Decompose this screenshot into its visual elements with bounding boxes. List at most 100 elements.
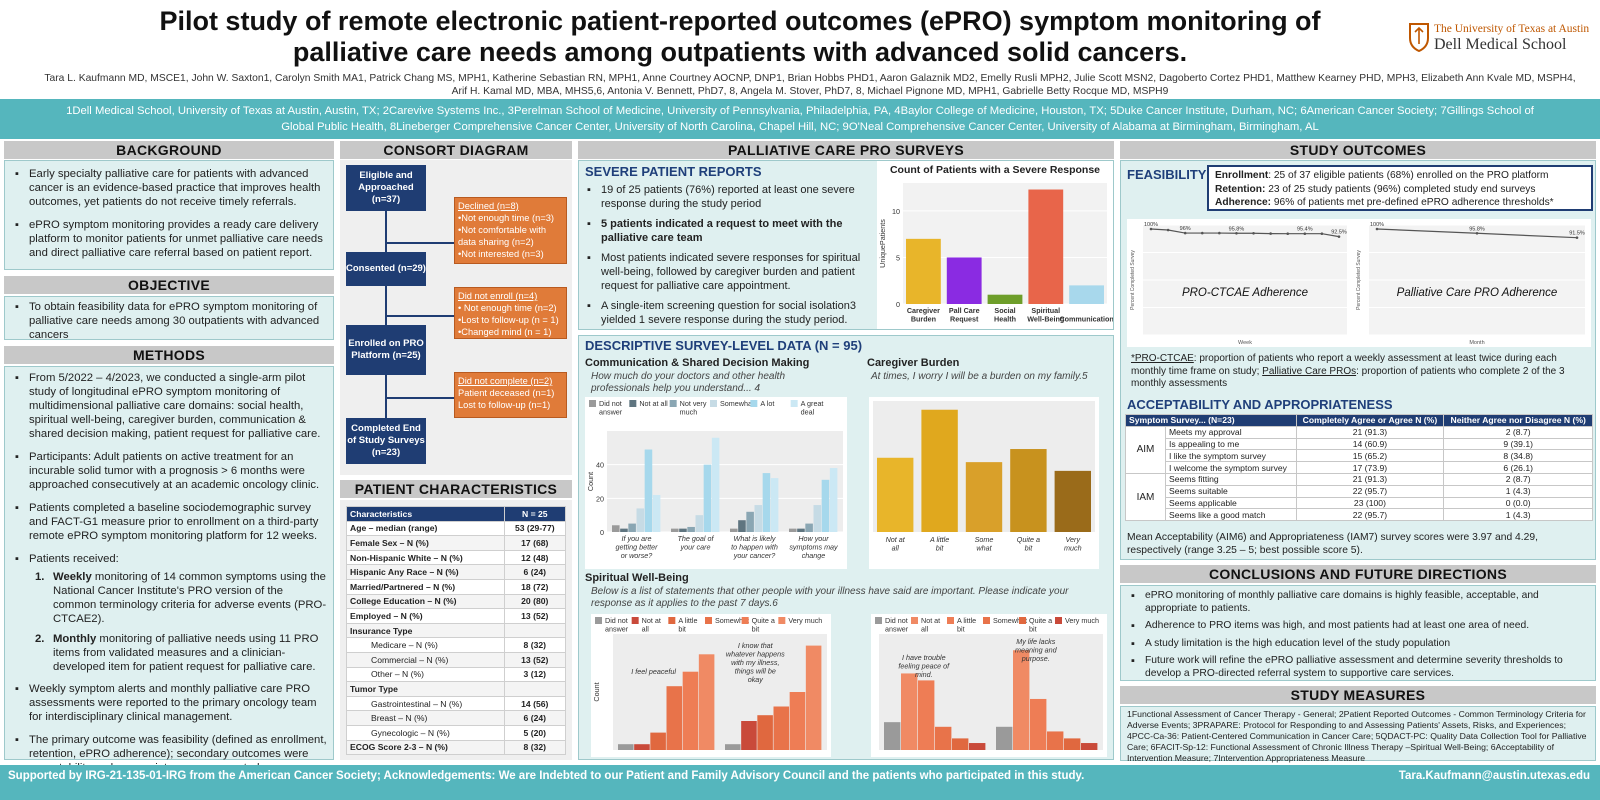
bar [773,706,790,750]
table-cell: 0 (0.0) [1443,496,1593,510]
table-cell: 8 (32) [503,637,567,653]
feasibility-title: FEASIBILITY [1127,167,1207,182]
patient-characteristics-header: PATIENT CHARACTERISTICS [340,480,572,498]
legend-swatch [911,617,918,624]
author-list: Tara L. Kaufmann MD, MSCE1, John W. Saxt… [44,73,1576,97]
table-cell: College Education – N (%) [346,593,505,610]
background-item: ePRO symptom monitoring provides a ready… [11,218,327,260]
conclusion-item: Future work will refine the ePRO palliat… [1127,655,1589,680]
bar [789,692,806,750]
table-row: Seems suitable 22 (95.7) 1 (4.3) [1126,484,1593,498]
bar [620,528,628,532]
bar [805,523,813,532]
y-tick-label: 0 [600,528,604,537]
bar [877,457,914,532]
methods-header: METHODS [4,346,334,364]
table-cell: Female Sex – N (%) [346,535,505,551]
table-cell: Age – median (range) [346,520,505,537]
severe-reports-title: SEVERE PATIENT REPORTS [585,164,762,179]
table-cell: Insurance Type [346,622,505,639]
table-cell: 8 (34.8) [1443,449,1593,463]
study-outcomes-header: STUDY OUTCOMES [1120,141,1596,159]
table-cell: Medicare – N (%) [346,637,505,653]
legend-swatch [705,617,712,624]
table-cell: Tumor Type [346,681,505,697]
table-row: Age – median (range) 53 (29-77) [346,520,567,537]
table-cell: 15 (65.2) [1295,449,1445,463]
feasibility-enrollment: Enrollment: 25 of 37 eligible patients (… [1215,170,1549,181]
bar [965,462,1003,532]
table-cell [503,681,567,697]
severe-reports-list: 19 of 25 patients (76%) reported at leas… [583,183,875,333]
legend-swatch [947,617,954,624]
y-tick-label: 5 [896,253,900,262]
bar [644,449,653,532]
data-point [1475,231,1479,235]
table-cell: I like the symptom survey [1165,449,1297,463]
y-tick-label: 40 [596,461,604,470]
comm-question: How much do your doctors and other healt… [591,371,785,394]
table-cell: 18 (72) [503,578,567,595]
table-cell: 1 (4.3) [1443,484,1593,498]
consort-diagram: Eligible and Approached (n=37) Consented… [340,160,572,475]
table-row: Breast – N (%) 6 (24) [346,710,567,726]
data-point [1166,228,1170,232]
bar [666,686,683,750]
feasibility-retention: Retention: 23 of 25 study patients (96%)… [1215,183,1536,195]
spiritual-title: Spiritual Well-Being [585,572,689,584]
comm-title: Communication & Shared Decision Making [585,357,810,369]
acceptability-title: ACCEPTABILITY AND APPROPRIATENESS [1127,397,1393,412]
bar [1013,650,1030,750]
bar [741,721,757,750]
data-point [1235,231,1238,235]
x-axis-label: Week [1238,340,1252,346]
methods-numbered-list: 1. Weekly monitoring of 14 common sympto… [11,570,327,674]
legend-label: A little bit [957,616,976,634]
legend-label: A little bit [678,616,697,634]
bar [906,238,941,304]
table-cell: 21 (91.3) [1295,425,1445,439]
methods-item: Weekly symptom alerts and monthly pallia… [11,682,327,724]
table-group-cell: IAM [1125,472,1166,522]
table-cell: Meets my approval [1165,425,1297,439]
objective-header: OBJECTIVE [4,276,334,294]
category-label: I know that whatever happens with my illne… [726,641,785,684]
conclusion-item: ePRO monitoring of monthly palliative ca… [1127,590,1589,615]
descriptive-data-section: DESCRIPTIVE SURVEY-LEVEL DATA (N = 95) C… [578,335,1114,760]
adherence-note: *PRO-CTCAE: proportion of patients who r… [1131,353,1565,389]
table-row: College Education – N (%) 20 (80) [346,593,567,610]
table-cell: 17 (68) [503,535,567,551]
contact-email[interactable]: Tara.Kaufmann@austin.utexas.edu [1398,770,1590,782]
category-label: My life lacks meaning and purpose. [1015,637,1058,663]
spiritual-chart-1: Did not answer Not at all A little bit Somewha… [591,614,831,757]
table-cell [503,622,567,639]
x-tick-label: Pall Care Request [949,306,980,324]
legend-label: Very much [1065,616,1099,625]
data-label: 91.5% [1569,231,1585,237]
methods-item: Participants: Adult patients on active t… [11,450,327,492]
table-cell: ECOG Score 2-3 – N (%) [346,739,505,756]
conclusions-section: ePRO monitoring of monthly palliative ca… [1120,585,1596,681]
table-cell: 6 (24) [503,564,567,580]
data-point [1269,232,1272,235]
y-tick-label: 20 [596,494,604,503]
data-point [1200,231,1204,235]
bar [738,520,746,532]
y-axis-label: Count [586,472,595,491]
table-cell: 20 (80) [503,593,567,610]
bar [996,726,1013,750]
bar [1047,731,1064,750]
patient-characteristics-table: Characteristics N = 25 Age – median (ran… [346,506,567,756]
acceptability-table: Symptom Survey... (N=23) Completely Agre… [1125,414,1593,522]
legend-swatch [595,617,602,624]
legend-label: Did not answer [605,616,629,634]
title-line-2: palliative care needs among outpatients … [292,37,1188,67]
table-row: Tumor Type [346,681,567,697]
table-cell: 21 (91.3) [1295,472,1445,486]
legend-swatch [668,617,676,624]
x-tick-label: Spiritual Well-Being [1027,306,1064,324]
severe-response-chart: Count of Patients with a Severe Response… [877,161,1113,329]
bar [813,505,822,532]
bar [757,715,773,750]
